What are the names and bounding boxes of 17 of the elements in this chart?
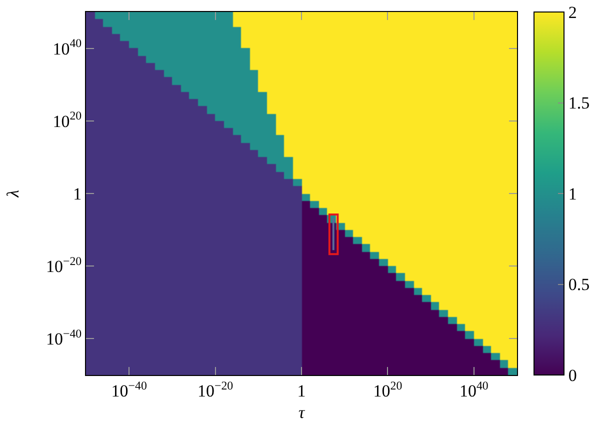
color-bar-label: 1.5 bbox=[568, 94, 590, 113]
y-tick-label: 10$^{−20}$ bbox=[46, 254, 82, 276]
y-tick-label: 1 bbox=[73, 184, 82, 204]
color-bar-label: 0 bbox=[568, 366, 577, 385]
color-bar-label: 2 bbox=[568, 2, 577, 22]
y-tick-label: 10$^{40}$ bbox=[52, 36, 82, 58]
color-bar-label: 1 bbox=[568, 184, 577, 204]
y-axis-title: λ bbox=[4, 190, 23, 198]
x-tick-label: 1 bbox=[297, 381, 306, 400]
x-tick-label: 10$^{40}$ bbox=[459, 378, 488, 400]
y-tick-label: 10$^{20}$ bbox=[52, 108, 82, 131]
x-tick-label: 10$^{−20}$ bbox=[197, 378, 234, 400]
x-tick-label: 10$^{−40}$ bbox=[111, 378, 147, 400]
x-axis-title: τ bbox=[298, 402, 306, 422]
y-tick-label: 10$^{−40}$ bbox=[46, 326, 82, 349]
color-bar-label: 0.5 bbox=[568, 275, 590, 294]
x-tick-label: 10$^{20}$ bbox=[373, 378, 402, 400]
